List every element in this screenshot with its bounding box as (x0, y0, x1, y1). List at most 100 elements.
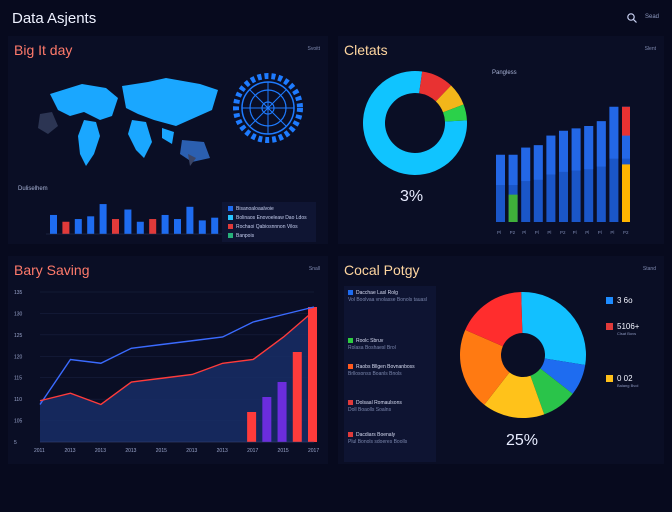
gear-icon (233, 73, 303, 143)
pie-panel: Cocal Potgy Stand Dacchae Lasl Rolg Vol B… (338, 256, 664, 464)
legend-item: Dolsaal Romaulsons Doll Boaolls Soalns (348, 400, 402, 413)
donut-slice (435, 85, 464, 113)
mini-bar (74, 219, 82, 234)
mini-bar (99, 204, 107, 234)
panel-title: Big It day (14, 42, 73, 58)
y-tick-label: 105 (14, 419, 23, 425)
legend-item: Raobs Bllgen Bovnanboss Brllosonss Boanls… (348, 364, 415, 377)
mini-bar (87, 216, 95, 234)
line-chart: 135 130 125 120 115 110 105 5 2011 2013 2013 2013 20… (14, 290, 319, 454)
donut-slice (540, 358, 586, 394)
legend-item: Bisanoaloaalvoie (228, 206, 274, 212)
panel-title: Bary Saving (14, 262, 90, 278)
panel-title: Cocal Potgy (344, 262, 420, 278)
bar (571, 128, 581, 222)
side-legend-item: 5106+ Clsat Bovs (606, 322, 639, 336)
legend-swatch (348, 364, 353, 370)
map-legend: Bisanoaloaalvoie Bolinaos Enovoeleaw Dao… (222, 202, 316, 242)
side-legend-item: 0 02 Balang Bvol (606, 374, 638, 388)
bar (508, 154, 518, 222)
bar-highlight (508, 154, 518, 186)
series-line (39, 306, 315, 405)
search-icon[interactable] (626, 12, 638, 24)
bar-highlight (571, 128, 581, 171)
mini-bar-chart (46, 204, 228, 235)
donut-slice (521, 292, 586, 365)
top-action-link[interactable]: Sead (645, 14, 660, 20)
overlay-bar (262, 397, 272, 442)
x-tick-label: 2015 (278, 448, 289, 454)
bar (521, 147, 531, 222)
side-legend-item: 3 6o (606, 296, 633, 305)
mini-bar (112, 219, 119, 234)
bar-accent (508, 194, 518, 222)
donut-slice (419, 71, 452, 102)
x-tick-label: Pl (547, 230, 551, 235)
x-tick-label: Pl (610, 230, 614, 235)
legend-swatch (228, 215, 233, 221)
x-tick-label: 2013 (186, 448, 197, 454)
series-line (39, 310, 315, 406)
top-bar: Data Asjents Sead (0, 0, 672, 38)
mini-bar (50, 214, 57, 234)
y-tick-label: 135 (14, 290, 23, 296)
y-tick-label: 125 (14, 333, 23, 339)
bar (546, 135, 556, 222)
vertical-bar-chart: Pl P2 Pl Pl Pl P2 Pl Pl Pl Pl P2 (496, 106, 630, 235)
legend-swatch (606, 297, 613, 305)
mini-bar (186, 206, 194, 234)
x-tick-label: Pl (522, 230, 526, 235)
panel-menu-link[interactable]: Snall (308, 266, 320, 272)
x-tick-label: 2013 (217, 448, 228, 454)
legend-item: Rochaoi Qabiosnnnon Vilos (228, 224, 298, 230)
legend-item: Roolc Sbruv Rolasa Boshaesl Brol (348, 338, 396, 351)
pie-center-value: 25% (506, 432, 539, 449)
legend-swatch (348, 290, 353, 296)
legend-item: Bolinaos Enovoeleaw Dao Ldos (228, 215, 307, 221)
legend-swatch (348, 338, 353, 344)
app-title: Data Asjents (12, 10, 97, 27)
x-tick-label: P2 (510, 230, 516, 235)
y-tick-label: 120 (14, 354, 23, 360)
panel-title: Cletats (344, 42, 388, 58)
mini-bar (136, 221, 144, 234)
bar-highlight (584, 126, 594, 170)
donut-slice (363, 70, 467, 175)
legend-swatch (348, 432, 353, 438)
overlay-bar (247, 412, 257, 442)
bar-highlight (533, 145, 543, 180)
x-tick-label: 2013 (64, 448, 75, 454)
legend-swatch (228, 233, 233, 239)
mini-bar (62, 221, 70, 234)
bar (622, 106, 630, 222)
x-tick-label: Pl (598, 230, 602, 235)
y-tick-label: 5 (14, 440, 17, 446)
x-tick-label: Pl (585, 230, 589, 235)
bar-highlight (596, 121, 606, 167)
bar (533, 145, 543, 222)
overlay-bar (292, 352, 302, 442)
panel-menu-link[interactable]: Stand (642, 266, 656, 272)
donut-chart (363, 70, 467, 175)
y-tick-label: 130 (14, 311, 23, 317)
legend-item: Dacchae Lasl Rolg Vol Boolvaa vnolasse Bo… (348, 290, 427, 303)
bar-chart-label: Pangless (492, 70, 517, 76)
bar (584, 126, 594, 222)
map-panel: Big It day Svoitt Duliselhem Bisanoaloaa… (8, 36, 328, 244)
bar-highlight (521, 147, 531, 182)
bar (496, 154, 505, 222)
pie-chart (460, 292, 586, 418)
mini-bar (124, 209, 132, 234)
panel-menu-link[interactable]: Svoitt (307, 46, 320, 52)
donut-center-value: 3% (400, 188, 424, 205)
x-tick-label: 2017 (247, 448, 258, 454)
world-map (38, 78, 218, 166)
donut-slice (460, 329, 510, 405)
legend-swatch (606, 323, 613, 331)
x-tick-label: 2011 (34, 448, 45, 454)
panel-menu-link[interactable]: Slent (644, 46, 656, 52)
overlay-bar (308, 307, 317, 442)
bar-highlight (546, 135, 556, 175)
x-tick-label: P2 (560, 230, 566, 235)
mini-bar (198, 220, 206, 234)
